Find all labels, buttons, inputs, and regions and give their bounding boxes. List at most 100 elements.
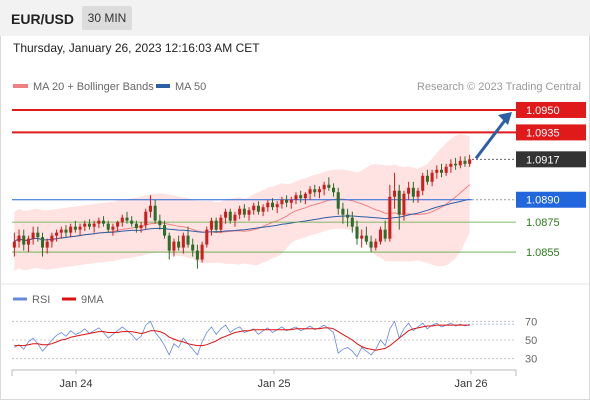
candle-body xyxy=(270,202,275,208)
candle-body xyxy=(402,193,406,215)
candle-body xyxy=(425,175,429,182)
candle-body xyxy=(181,235,185,248)
candle-body xyxy=(83,223,87,227)
x-axis-label: Jan 26 xyxy=(454,378,487,390)
candle-body xyxy=(313,189,317,193)
candle-body xyxy=(299,195,303,199)
candle-body xyxy=(247,210,251,215)
candle-body xyxy=(64,229,68,233)
candle-body xyxy=(294,195,298,200)
support-label: 1.0855 xyxy=(526,247,560,259)
current-price-label-box xyxy=(516,151,586,168)
candle-body xyxy=(153,205,157,221)
candle-body xyxy=(73,226,77,230)
candle-body xyxy=(360,235,364,239)
candle-body xyxy=(393,190,397,197)
resistance-label-box xyxy=(516,101,586,118)
rsi-panel: 70 50 30 xyxy=(12,316,537,366)
candle-body xyxy=(78,226,82,230)
candle-body xyxy=(69,226,73,233)
candle-body xyxy=(191,244,195,251)
candle-body xyxy=(303,193,307,199)
candle-body xyxy=(106,223,110,230)
candle-body xyxy=(369,241,373,248)
candle-body xyxy=(275,204,279,208)
candle-body xyxy=(139,225,143,229)
symbol-title: EUR/USD xyxy=(11,11,75,27)
resistance-label: 1.0950 xyxy=(526,105,560,117)
candle-body xyxy=(444,166,448,173)
candle-body xyxy=(468,159,472,164)
candle-body xyxy=(214,220,218,230)
candle-body xyxy=(148,205,152,212)
resistance-label-box xyxy=(516,124,586,141)
candle-body xyxy=(341,208,345,215)
candle-body xyxy=(172,241,176,251)
candle-body xyxy=(364,235,368,242)
candle-body xyxy=(454,163,458,166)
candle-body xyxy=(17,235,21,242)
candle-body xyxy=(327,184,331,188)
candle-body xyxy=(449,163,453,167)
candle-body xyxy=(322,184,326,190)
support-label: 1.0875 xyxy=(526,217,560,229)
candle-body xyxy=(266,202,270,208)
rsi-tick-label: 70 xyxy=(525,316,537,328)
candle-body xyxy=(439,169,444,173)
bollinger-band xyxy=(14,133,470,272)
candle-body xyxy=(130,220,134,224)
candle-body xyxy=(209,220,214,230)
candle-body xyxy=(430,172,434,182)
candle-body xyxy=(163,225,167,236)
candle-body xyxy=(407,187,411,194)
candle-body xyxy=(383,229,387,239)
candle-body xyxy=(233,214,237,221)
candle-body xyxy=(36,232,40,238)
candle-body xyxy=(463,160,467,164)
candle-body xyxy=(285,199,289,203)
chart-credit: Research © 2023 Trading Central xyxy=(417,81,581,93)
candle-body xyxy=(388,196,392,239)
candle-body xyxy=(289,199,293,203)
candle-body xyxy=(261,207,265,212)
candle-body xyxy=(421,175,425,191)
candle-body xyxy=(280,199,284,205)
candle-body xyxy=(55,232,59,236)
candle-body xyxy=(224,211,228,218)
candle-body xyxy=(97,220,101,224)
projection-arrow-shaft xyxy=(474,118,508,160)
chart-header: EUR/USD 30 MIN xyxy=(0,0,590,36)
candle-body xyxy=(346,214,350,218)
candle-body xyxy=(200,244,204,260)
candle-body xyxy=(102,220,106,224)
price-panel: 1.0950 1.0935 1.0917 1.0890 1.0875 1.0855 xyxy=(12,101,586,272)
candle-body xyxy=(195,250,199,260)
rsi-legend-label: RSI xyxy=(32,294,50,306)
ma50-legend-label: MA 50 xyxy=(175,81,206,93)
rsi-tick-label: 50 xyxy=(525,335,537,347)
ma50-line xyxy=(14,198,470,243)
candle-body xyxy=(116,222,120,227)
candle-body xyxy=(252,205,256,211)
candle-body xyxy=(317,189,321,193)
x-axis-label: Jan 24 xyxy=(59,378,92,390)
current-price-label: 1.0917 xyxy=(526,154,560,166)
rsi-ma-legend-label: 9MA xyxy=(81,294,104,306)
candle-body xyxy=(397,190,401,215)
candle-body xyxy=(167,235,171,251)
candle-body xyxy=(111,226,115,230)
candle-body xyxy=(134,223,138,229)
pivot-label: 1.0890 xyxy=(526,195,560,207)
ma20-legend-label: MA 20 + Bollinger Bands xyxy=(33,81,154,93)
candle-body xyxy=(416,190,420,197)
chart-datetime: Thursday, January 26, 2023 12:16:03 AM C… xyxy=(13,41,260,55)
candle-body xyxy=(92,223,96,227)
candle-body xyxy=(120,217,124,223)
resistance-label: 1.0935 xyxy=(526,127,560,139)
candle-body xyxy=(177,241,181,248)
timeframe-button[interactable]: 30 MIN xyxy=(82,6,132,30)
rsi-line xyxy=(14,320,470,358)
candle-body xyxy=(144,211,148,226)
rsi-ma-line xyxy=(14,324,470,351)
